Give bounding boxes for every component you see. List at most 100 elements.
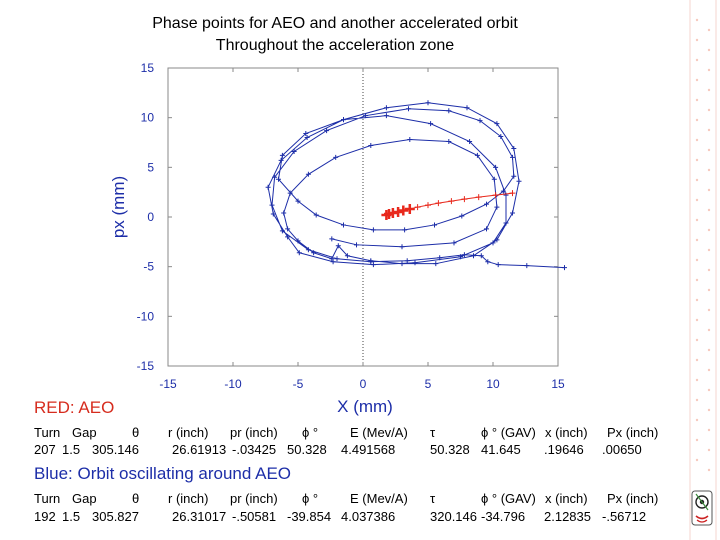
blue-header-cell-2: θ [132,491,140,506]
orbit-point [446,139,452,145]
orbit-point [383,113,389,119]
aeo-point [448,198,455,205]
red-header-cell-4: pr (inch) [230,425,278,440]
orbit-point [494,237,500,243]
blue-header-cell-0: Turn [34,491,61,506]
orbit-point [279,152,285,158]
orbit-point [354,242,359,248]
orbit-point [511,173,517,179]
series-line-orbit [267,102,565,269]
red-value-cell-6: 4.491568 [341,442,396,457]
orbit-point [295,198,301,204]
orbit-point [313,212,319,218]
orbit-point [562,265,567,271]
orbit-point [510,210,515,216]
orbit-point [305,247,311,253]
orbit-point [272,174,278,180]
x-tick-label: 10 [486,377,500,391]
red-value-cell-2: 305.146 [92,442,139,457]
orbit-point [334,256,340,262]
chart-title-line-1: Phase points for AEO and another acceler… [152,15,518,32]
orbit-point [370,227,376,233]
orbit-point [464,105,470,111]
y-tick-label: 15 [141,61,155,75]
orbit-point [399,244,405,250]
orbit-point [270,211,276,217]
orbit-point [474,152,480,158]
y-tick-label: -5 [143,260,154,274]
aeo-point [509,190,516,197]
blue-value-cell-2: 305.827 [92,509,139,524]
orbit-point [458,254,463,260]
orbit-point [295,238,301,244]
aeo-point [393,207,404,218]
orbit-point [324,128,330,134]
orbit-point [383,105,389,111]
orbit-point [363,113,369,119]
blue-section-label: Blue: Orbit oscillating around AEO [34,464,292,483]
red-header-cell-8: ϕ ° (GAV) [481,425,536,440]
orbit-point [344,253,350,259]
x-tick-label: -10 [224,377,242,391]
y-tick-label: -10 [137,309,155,323]
orbit-point [510,154,515,160]
blue-value-cell-10: -.56712 [602,509,647,524]
orbit-point [437,255,443,261]
corner-logo-icon [691,490,713,526]
orbit-point [446,108,452,114]
orbit-point [412,260,418,266]
right-decorative-border [689,0,717,540]
red-value-cell-10: .00650 [602,442,642,457]
red-value-cell-3: 26.61913 [172,442,227,457]
y-tick-label: 0 [147,210,154,224]
aeo-point [475,194,482,201]
aeo-point [435,200,442,207]
orbit-point [291,148,297,154]
y-axis-label: px (mm) [109,176,128,238]
orbit-point [498,134,504,140]
red-header-cell-9: x (inch) [545,425,588,440]
orbit-point [467,139,473,145]
red-value-cell-0: 207 [34,442,56,457]
orbit-point [425,100,431,106]
red-header-cell-6: E (Mev/A) [350,425,408,440]
aeo-point [425,202,431,209]
blue-header-cell-10: Px (inch) [607,491,659,506]
orbit-point [304,135,310,141]
blue-value-cell-3: 26.31017 [172,509,227,524]
orbit-point [503,220,509,226]
blue-value-cell-6: 4.037386 [341,509,396,524]
orbit-point [287,190,293,196]
y-tick-label: 5 [147,160,154,174]
red-header-cell-1: Gap [72,425,97,440]
red-header-cell-10: Px (inch) [607,425,659,440]
orbit-point [484,226,489,232]
blue-value-cell-4: -.50581 [232,509,277,524]
y-tick-label: -15 [137,359,155,373]
orbit-point [341,117,346,123]
blue-value-cell-7: 320.146 [430,509,477,524]
orbit-point [500,188,506,194]
blue-header-cell-8: ϕ ° (GAV) [481,491,536,506]
aeo-point [404,204,415,215]
orbit-point [494,204,500,210]
red-value-cell-8: 41.645 [481,442,521,457]
orbit-point [305,171,311,177]
red-value-cell-5: 50.328 [287,442,327,457]
orbit-point [459,213,465,219]
orbit-point [368,259,374,265]
aeo-point [398,205,409,216]
aeo-point [492,192,499,199]
y-tick-label: 10 [141,111,155,125]
chart-title: Phase points for AEO and another acceler… [110,13,560,57]
orbit-point [461,252,467,258]
blue-header-cell-5: ϕ ° [302,491,319,506]
orbit-point [311,250,317,256]
red-header-cell-0: Turn [34,425,61,440]
orbit-point [524,263,530,269]
x-tick-label: 0 [360,377,367,391]
blue-header-cell-4: pr (inch) [230,491,278,506]
x-tick-label: -5 [293,377,304,391]
orbit-point [433,261,439,267]
